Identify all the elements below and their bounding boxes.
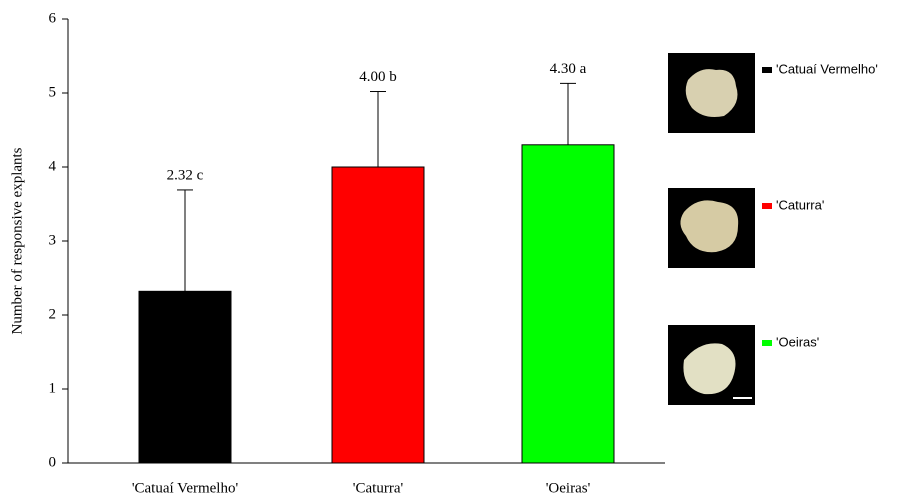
bar xyxy=(138,290,232,464)
legend-label: 'Caturra' xyxy=(776,197,824,212)
value-label: 4.00 b xyxy=(359,69,397,85)
y-tick-label: 5 xyxy=(49,84,57,100)
legend-swatch xyxy=(762,340,772,346)
x-tick-label: 'Oeiras' xyxy=(546,480,591,496)
bar xyxy=(331,166,425,464)
legend-label: 'Catuaí Vermelho' xyxy=(776,61,878,76)
value-label: 2.32 c xyxy=(167,167,204,183)
y-tick-label: 3 xyxy=(49,232,57,248)
y-tick-label: 4 xyxy=(49,158,57,174)
y-tick-label: 1 xyxy=(49,380,57,396)
y-tick-label: 0 xyxy=(49,454,57,470)
legend-swatch xyxy=(762,203,772,209)
value-label: 4.30 a xyxy=(550,61,587,77)
x-tick-label: 'Caturra' xyxy=(353,480,404,496)
y-tick-label: 6 xyxy=(49,10,57,26)
x-tick-label: 'Catuaí Vermelho' xyxy=(132,480,239,496)
photos xyxy=(668,53,755,405)
y-axis-label: Number of responsive explants xyxy=(9,147,25,334)
legend-label: 'Oeiras' xyxy=(776,334,819,349)
bar xyxy=(521,144,615,464)
legend-swatch xyxy=(762,67,772,73)
y-tick-label: 2 xyxy=(49,306,57,322)
